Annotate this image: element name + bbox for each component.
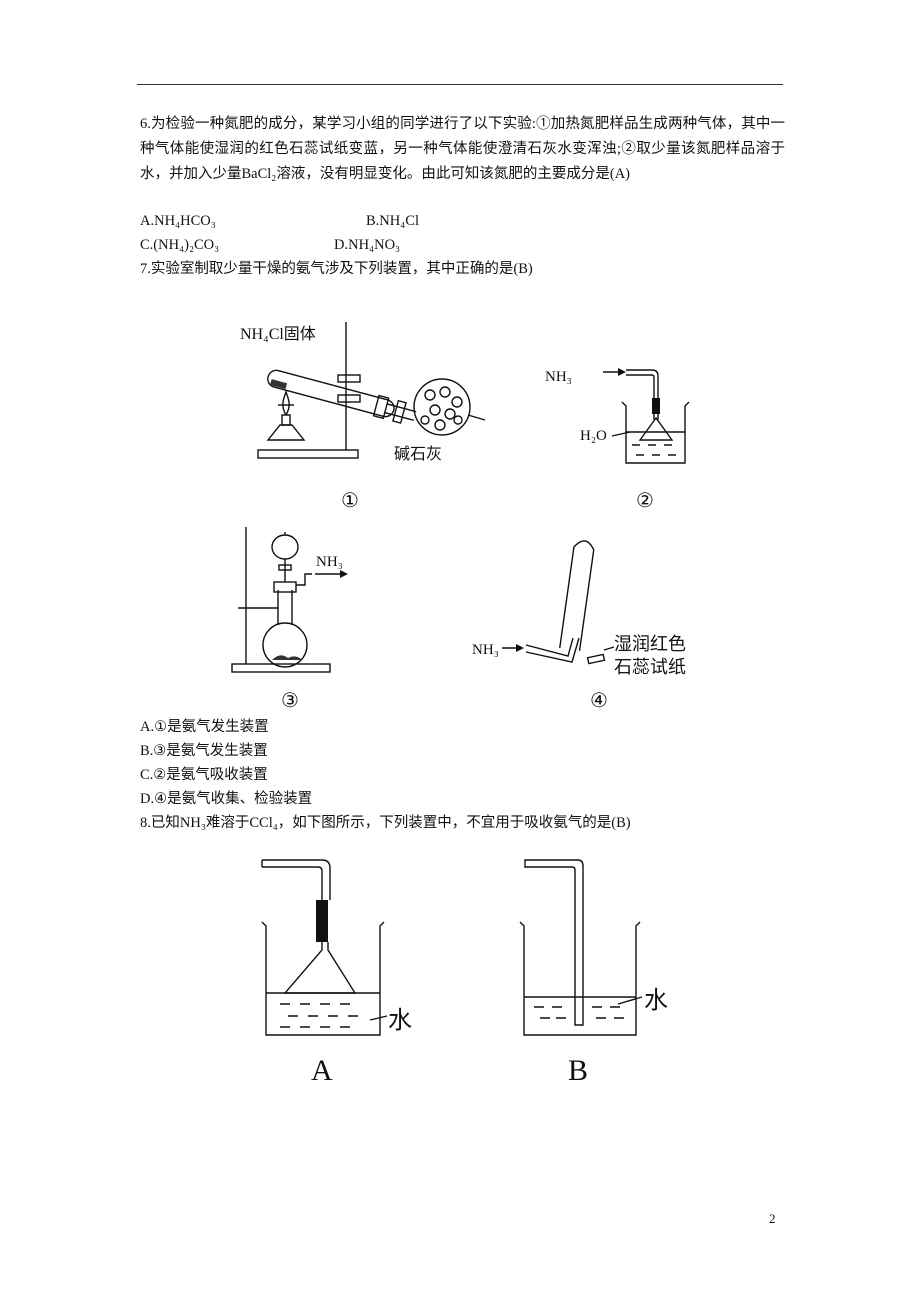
diagram-stroke xyxy=(611,431,631,437)
figure-text: NH₃ xyxy=(472,642,499,658)
option: C.(NH₄)₂CO₃ xyxy=(140,237,220,253)
figure-heating-apparatus xyxy=(257,322,486,459)
diagram-stroke xyxy=(626,374,655,420)
figure-label: ④ xyxy=(590,690,608,712)
diagram-stroke xyxy=(281,414,291,426)
figure-label: ③ xyxy=(281,690,299,712)
diagram-stroke xyxy=(278,564,292,571)
diagram-stroke xyxy=(559,540,595,651)
diagram-stroke xyxy=(271,534,299,560)
figure-label: ② xyxy=(636,490,654,512)
diagram-stroke xyxy=(282,389,290,416)
diagram-stroke xyxy=(424,389,436,401)
diagram-stroke xyxy=(652,398,660,414)
figure-text: NH₄Cl固体 xyxy=(240,325,316,343)
diagram-stroke xyxy=(451,396,463,408)
figure-text: 水 xyxy=(388,1007,412,1034)
diagram-stroke xyxy=(525,637,574,657)
figure-text: 碱石灰 xyxy=(394,445,442,463)
diagram-stroke xyxy=(267,369,417,424)
figure-absorption-funnel xyxy=(603,368,690,464)
diagram-stroke xyxy=(280,1003,358,1028)
diagram-stroke xyxy=(283,942,357,994)
figure-text: 水 xyxy=(644,987,668,1014)
diagram-stroke xyxy=(439,386,451,398)
diagram-stroke xyxy=(392,399,407,424)
figure-tube-beaker xyxy=(519,859,643,1036)
option: C.②是氨气吸收装置 xyxy=(140,767,268,783)
diagram-stroke xyxy=(262,622,308,668)
diagram-stroke xyxy=(621,401,690,464)
figure-label: A xyxy=(311,1054,333,1087)
figure-text: 石蕊试纸 xyxy=(614,657,686,677)
option: D.NH₄NO₃ xyxy=(334,237,401,253)
diagram-stroke xyxy=(386,403,417,413)
diagram-stroke xyxy=(524,859,584,1026)
diagram-stroke xyxy=(296,573,312,586)
option: A.①是氨气发生装置 xyxy=(140,719,269,735)
diagram-stroke xyxy=(603,646,615,651)
diagram-stroke xyxy=(369,1015,388,1021)
question-stem: 6.为检验一种氮肥的成分，某学习小组的同学进行了以下实验:①加热氮肥样品生成两种… xyxy=(140,116,785,182)
figure-generation-flask xyxy=(231,527,348,673)
option: B.NH₄Cl xyxy=(366,213,419,229)
diagram-stroke xyxy=(519,921,641,1036)
diagram-stroke xyxy=(266,424,306,441)
page-number: 2 xyxy=(769,1211,776,1226)
diagram-stroke xyxy=(337,394,361,403)
diagram-stroke xyxy=(337,374,361,383)
diagram-stroke xyxy=(467,414,486,421)
diagram-stroke xyxy=(429,404,441,416)
diagram-stroke xyxy=(444,408,456,420)
diagram-stroke xyxy=(632,444,676,456)
diagram-stroke xyxy=(453,415,463,425)
diagram-stroke xyxy=(638,416,674,441)
diagram-stroke xyxy=(586,653,606,665)
diagram-stroke xyxy=(413,378,471,436)
figure-label: B xyxy=(568,1054,588,1087)
diagram-stroke xyxy=(231,663,331,673)
diagram-stroke xyxy=(626,369,659,420)
figure-collection-tube xyxy=(502,540,615,665)
diagram-stroke xyxy=(516,644,524,652)
figure-text: 湿润红色 xyxy=(614,634,686,654)
diagram-stroke xyxy=(257,449,359,459)
figure-text: NH₃ xyxy=(545,369,572,385)
figure-label: ① xyxy=(341,490,359,512)
diagram-stroke xyxy=(270,379,288,390)
figure-funnel-beaker xyxy=(261,859,388,1036)
diagram-stroke xyxy=(267,369,395,418)
diagram-stroke xyxy=(272,655,302,660)
diagram-stroke xyxy=(261,921,385,1036)
diagram-stroke xyxy=(340,570,348,578)
diagram-stroke xyxy=(372,394,390,420)
diagram-stroke xyxy=(559,540,595,651)
figure-text: H₂O xyxy=(580,428,607,444)
diagram-stroke xyxy=(618,368,626,376)
question-stem: 7.实验室制取少量干燥的氨气涉及下列装置，其中正确的是(B) xyxy=(140,261,533,277)
diagram-stroke xyxy=(434,419,446,431)
question-stem: 8.已知NH₃难溶于CCl₄，如下图所示，下列装置中，不宜用于吸收氨气的是(B) xyxy=(140,815,631,831)
diagram-stroke xyxy=(262,866,323,900)
option: B.③是氨气发生装置 xyxy=(140,743,268,759)
diagram-stroke xyxy=(617,996,643,1005)
figure-text: NH₃ xyxy=(316,554,343,570)
diagram-stroke xyxy=(534,1006,624,1019)
option: D.④是氨气收集、检验装置 xyxy=(140,791,313,807)
diagram-stroke xyxy=(420,415,430,425)
diagram-stroke xyxy=(525,637,580,663)
option: A.NH₄HCO₃ xyxy=(140,213,216,229)
top-rule xyxy=(137,84,783,85)
diagram-stroke xyxy=(384,411,414,422)
diagram-stroke xyxy=(316,900,328,942)
diagram-stroke xyxy=(262,859,331,900)
